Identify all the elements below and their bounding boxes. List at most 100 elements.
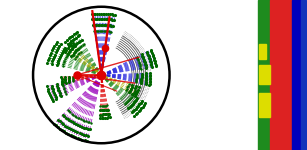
- Point: [139, 107, 144, 110]
- Point: [104, 104, 109, 107]
- Point: [60, 82, 65, 84]
- Point: [145, 52, 150, 55]
- Point: [75, 55, 80, 57]
- Point: [103, 109, 108, 111]
- Point: [143, 64, 148, 66]
- Point: [104, 113, 109, 116]
- Point: [134, 99, 139, 101]
- Point: [101, 109, 106, 111]
- Point: [142, 104, 146, 106]
- Point: [132, 114, 137, 117]
- Point: [68, 36, 73, 38]
- Point: [55, 64, 60, 66]
- Point: [67, 51, 72, 53]
- Point: [76, 46, 81, 49]
- Point: [102, 109, 107, 111]
- Point: [135, 57, 140, 59]
- Point: [68, 49, 73, 52]
- Point: [104, 24, 109, 26]
- Point: [134, 76, 139, 78]
- Point: [49, 98, 54, 100]
- Point: [147, 82, 152, 85]
- Point: [111, 14, 116, 16]
- Point: [148, 72, 153, 75]
- Point: [82, 119, 87, 122]
- Point: [85, 120, 90, 123]
- Point: [63, 91, 68, 93]
- Point: [152, 58, 157, 61]
- Point: [136, 59, 141, 61]
- Point: [54, 49, 59, 52]
- Point: [72, 44, 77, 46]
- Point: [93, 18, 98, 20]
- Point: [60, 81, 64, 83]
- Point: [137, 103, 142, 105]
- Point: [107, 18, 111, 20]
- Point: [133, 95, 138, 97]
- Point: [140, 56, 145, 58]
- Point: [107, 116, 112, 118]
- Point: [107, 30, 112, 33]
- Point: [126, 83, 131, 85]
- Point: [144, 75, 149, 77]
- Point: [64, 116, 68, 119]
- Point: [139, 72, 144, 75]
- Point: [122, 103, 127, 105]
- Point: [78, 39, 83, 42]
- Bar: [259, 44, 266, 59]
- Point: [75, 116, 80, 119]
- Point: [45, 87, 50, 90]
- Point: [134, 93, 139, 95]
- Point: [132, 89, 137, 92]
- Point: [109, 13, 114, 16]
- Point: [126, 91, 131, 94]
- Point: [69, 55, 74, 57]
- Point: [103, 18, 108, 20]
- Point: [136, 88, 141, 91]
- Point: [61, 61, 66, 64]
- Point: [52, 94, 57, 96]
- Point: [66, 43, 71, 45]
- Point: [80, 119, 85, 121]
- Point: [83, 127, 88, 129]
- Point: [74, 115, 79, 118]
- Point: [46, 59, 51, 61]
- Point: [70, 39, 75, 41]
- Point: [61, 48, 66, 51]
- Point: [61, 123, 66, 125]
- Point: [62, 90, 67, 92]
- Point: [139, 75, 144, 77]
- Point: [148, 77, 153, 79]
- Point: [57, 56, 62, 58]
- Point: [61, 87, 66, 89]
- Point: [97, 24, 102, 26]
- Point: [97, 30, 102, 32]
- Point: [47, 94, 52, 96]
- Point: [51, 47, 56, 49]
- Point: [70, 75, 75, 78]
- Point: [59, 122, 64, 124]
- Point: [78, 138, 83, 140]
- Point: [47, 54, 52, 56]
- Point: [106, 13, 111, 15]
- Point: [62, 76, 67, 78]
- Point: [84, 120, 88, 122]
- Point: [126, 100, 131, 102]
- Point: [139, 77, 144, 80]
- Point: [67, 81, 72, 84]
- Point: [59, 52, 64, 54]
- Point: [60, 129, 64, 131]
- Point: [71, 33, 76, 36]
- Point: [73, 32, 78, 34]
- Point: [142, 61, 147, 64]
- Point: [84, 134, 89, 136]
- Point: [65, 109, 70, 111]
- Point: [134, 74, 139, 76]
- Point: [107, 112, 112, 115]
- Point: [125, 101, 130, 104]
- Point: [74, 74, 79, 76]
- Point: [103, 117, 107, 119]
- Point: [148, 49, 153, 51]
- Point: [101, 113, 106, 116]
- Point: [58, 43, 63, 46]
